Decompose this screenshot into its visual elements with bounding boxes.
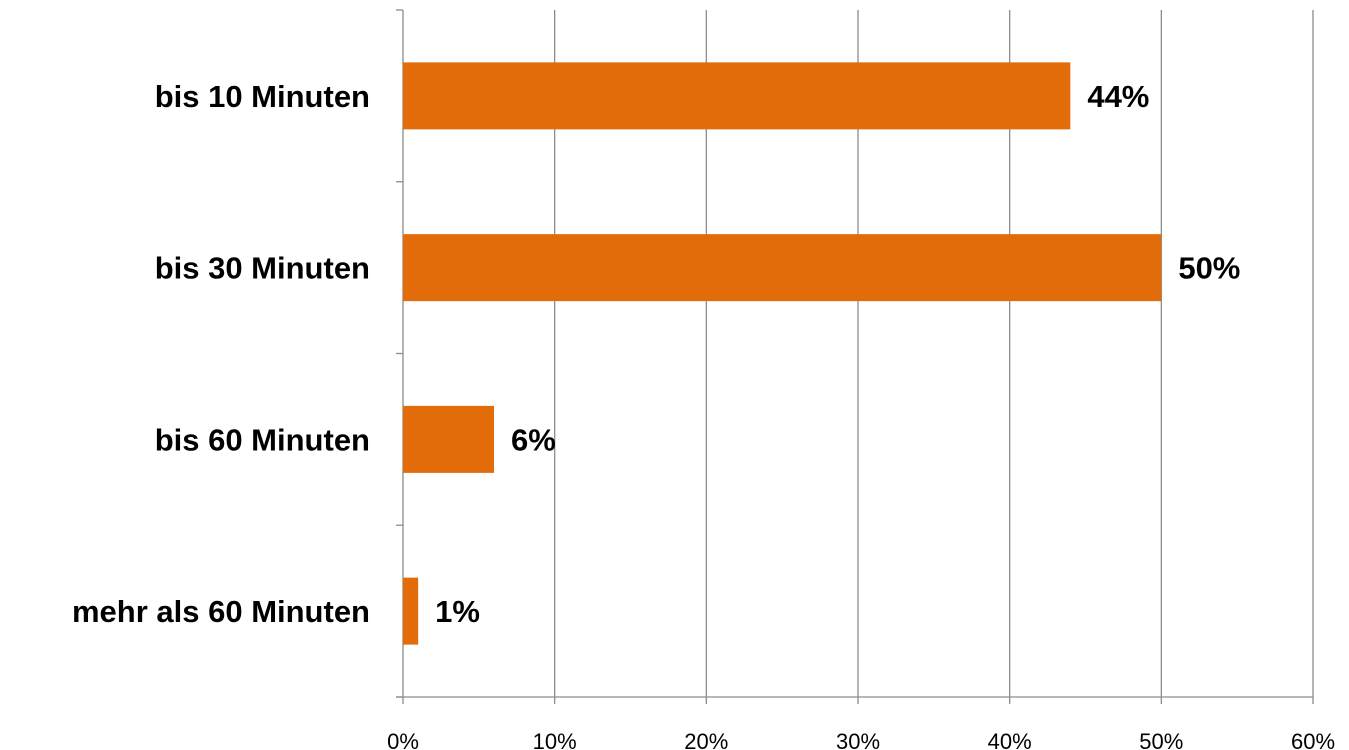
x-tick-label: 50% — [1139, 729, 1183, 750]
data-label: 6% — [511, 422, 556, 457]
category-label: bis 60 Minuten — [155, 422, 370, 457]
bar — [403, 405, 494, 473]
x-tick-label: 10% — [533, 729, 577, 750]
data-label: 1% — [435, 594, 480, 629]
x-tick-label: 0% — [387, 729, 419, 750]
bar — [403, 234, 1162, 302]
x-tick-label: 30% — [836, 729, 880, 750]
x-tick-label: 20% — [684, 729, 728, 750]
category-label: bis 30 Minuten — [155, 251, 370, 286]
bar — [403, 62, 1071, 130]
bar — [403, 577, 419, 645]
category-label: mehr als 60 Minuten — [72, 594, 370, 629]
data-label: 44% — [1087, 79, 1149, 114]
x-tick-label: 40% — [988, 729, 1032, 750]
data-label: 50% — [1178, 251, 1240, 286]
category-label: bis 10 Minuten — [155, 79, 370, 114]
x-tick-label: 60% — [1291, 729, 1335, 750]
